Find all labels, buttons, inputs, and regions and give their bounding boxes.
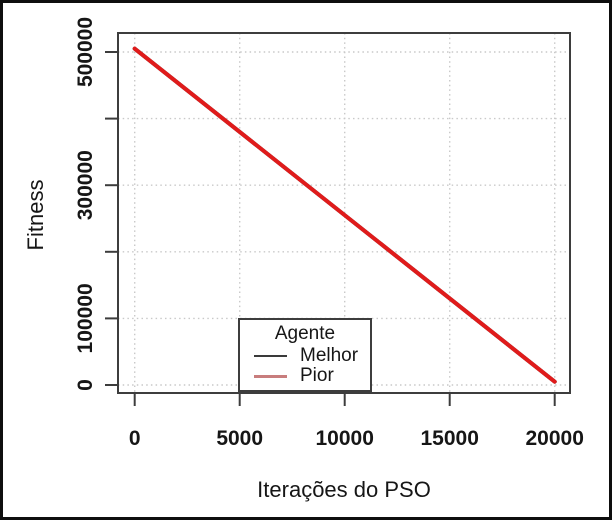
y-tick-label: 300000 — [74, 150, 97, 220]
x-tick-label: 5000 — [216, 427, 263, 450]
legend-label-melhor: Melhor — [300, 345, 359, 366]
y-axis-title: Fitness — [23, 179, 48, 251]
legend-label-pior: Pior — [300, 365, 334, 386]
pior-line-swatch — [254, 374, 287, 378]
legend-item-melhor: Melhor — [240, 346, 370, 366]
legend-title: Agente — [274, 323, 336, 344]
y-tick-label: 100000 — [74, 283, 97, 353]
x-tick-label: 10000 — [315, 427, 373, 450]
x-tick-label: 0 — [129, 427, 141, 450]
y-tick-label: 500000 — [74, 17, 97, 87]
legend-item-pior: Pior — [240, 366, 370, 386]
y-tick-label: 0 — [74, 379, 97, 391]
melhor-line-swatch — [254, 354, 287, 358]
legend-box: Agente Melhor Pior — [238, 318, 372, 392]
x-tick-label: 20000 — [525, 427, 583, 450]
series-line-pior — [132, 46, 557, 384]
x-axis-title: Iterações do PSO — [257, 477, 431, 502]
x-tick-label: 15000 — [420, 427, 478, 450]
